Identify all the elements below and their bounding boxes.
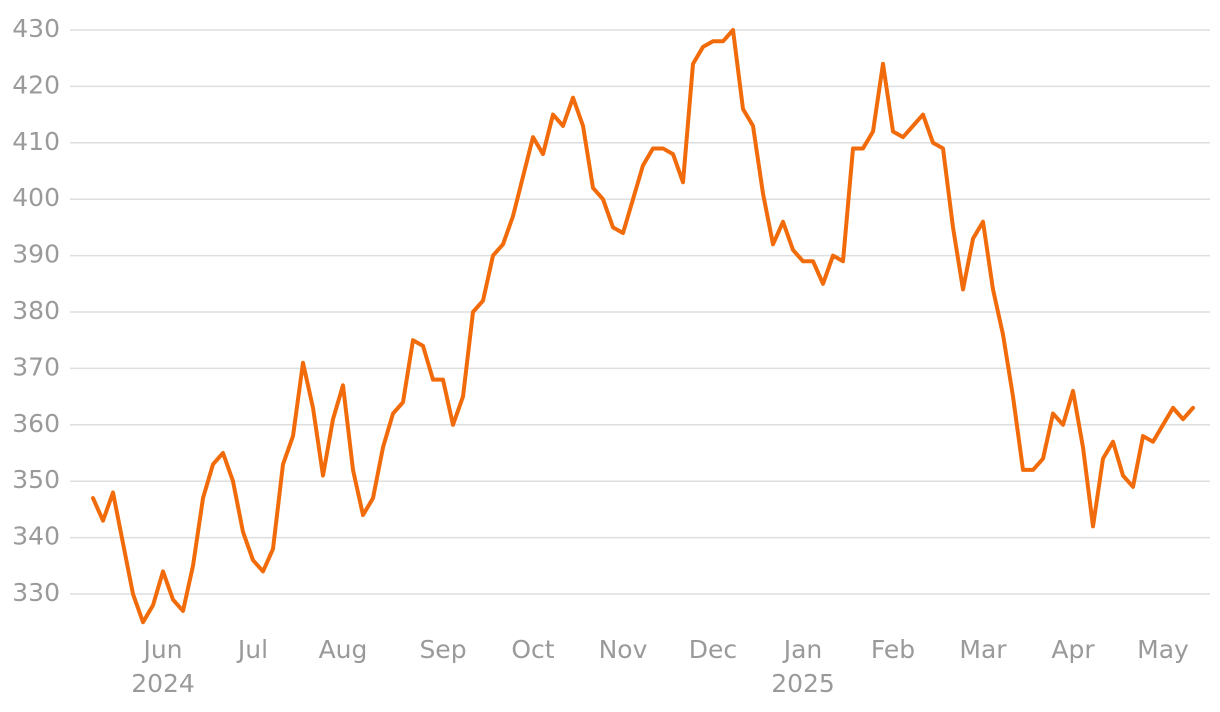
y-tick-label: 340 [12,522,60,551]
x-tick-label: Feb [871,635,915,664]
x-year-label: 2025 [771,669,835,698]
y-tick-label: 430 [12,14,60,43]
y-tick-label: 390 [12,240,60,269]
y-tick-label: 360 [12,409,60,438]
x-year-label: 2024 [131,669,195,698]
x-tick-label: Jan [782,635,823,664]
x-tick-label: Nov [599,635,648,664]
x-tick-label: Sep [419,635,466,664]
y-tick-label: 400 [12,183,60,212]
y-tick-label: 420 [12,70,60,99]
x-tick-label: Mar [959,635,1007,664]
x-tick-label: Aug [319,635,368,664]
x-tick-label: May [1137,635,1189,664]
x-tick-label: Jun [141,635,182,664]
price-line [91,28,1195,625]
x-tick-label: Apr [1051,635,1095,664]
y-tick-label: 380 [12,296,60,325]
y-tick-label: 330 [12,578,60,607]
x-tick-label: Dec [689,635,737,664]
y-tick-label: 350 [12,465,60,494]
x-tick-label: Oct [511,635,554,664]
y-tick-label: 410 [12,127,60,156]
y-tick-label: 370 [12,352,60,381]
x-tick-label: Jul [236,635,268,664]
